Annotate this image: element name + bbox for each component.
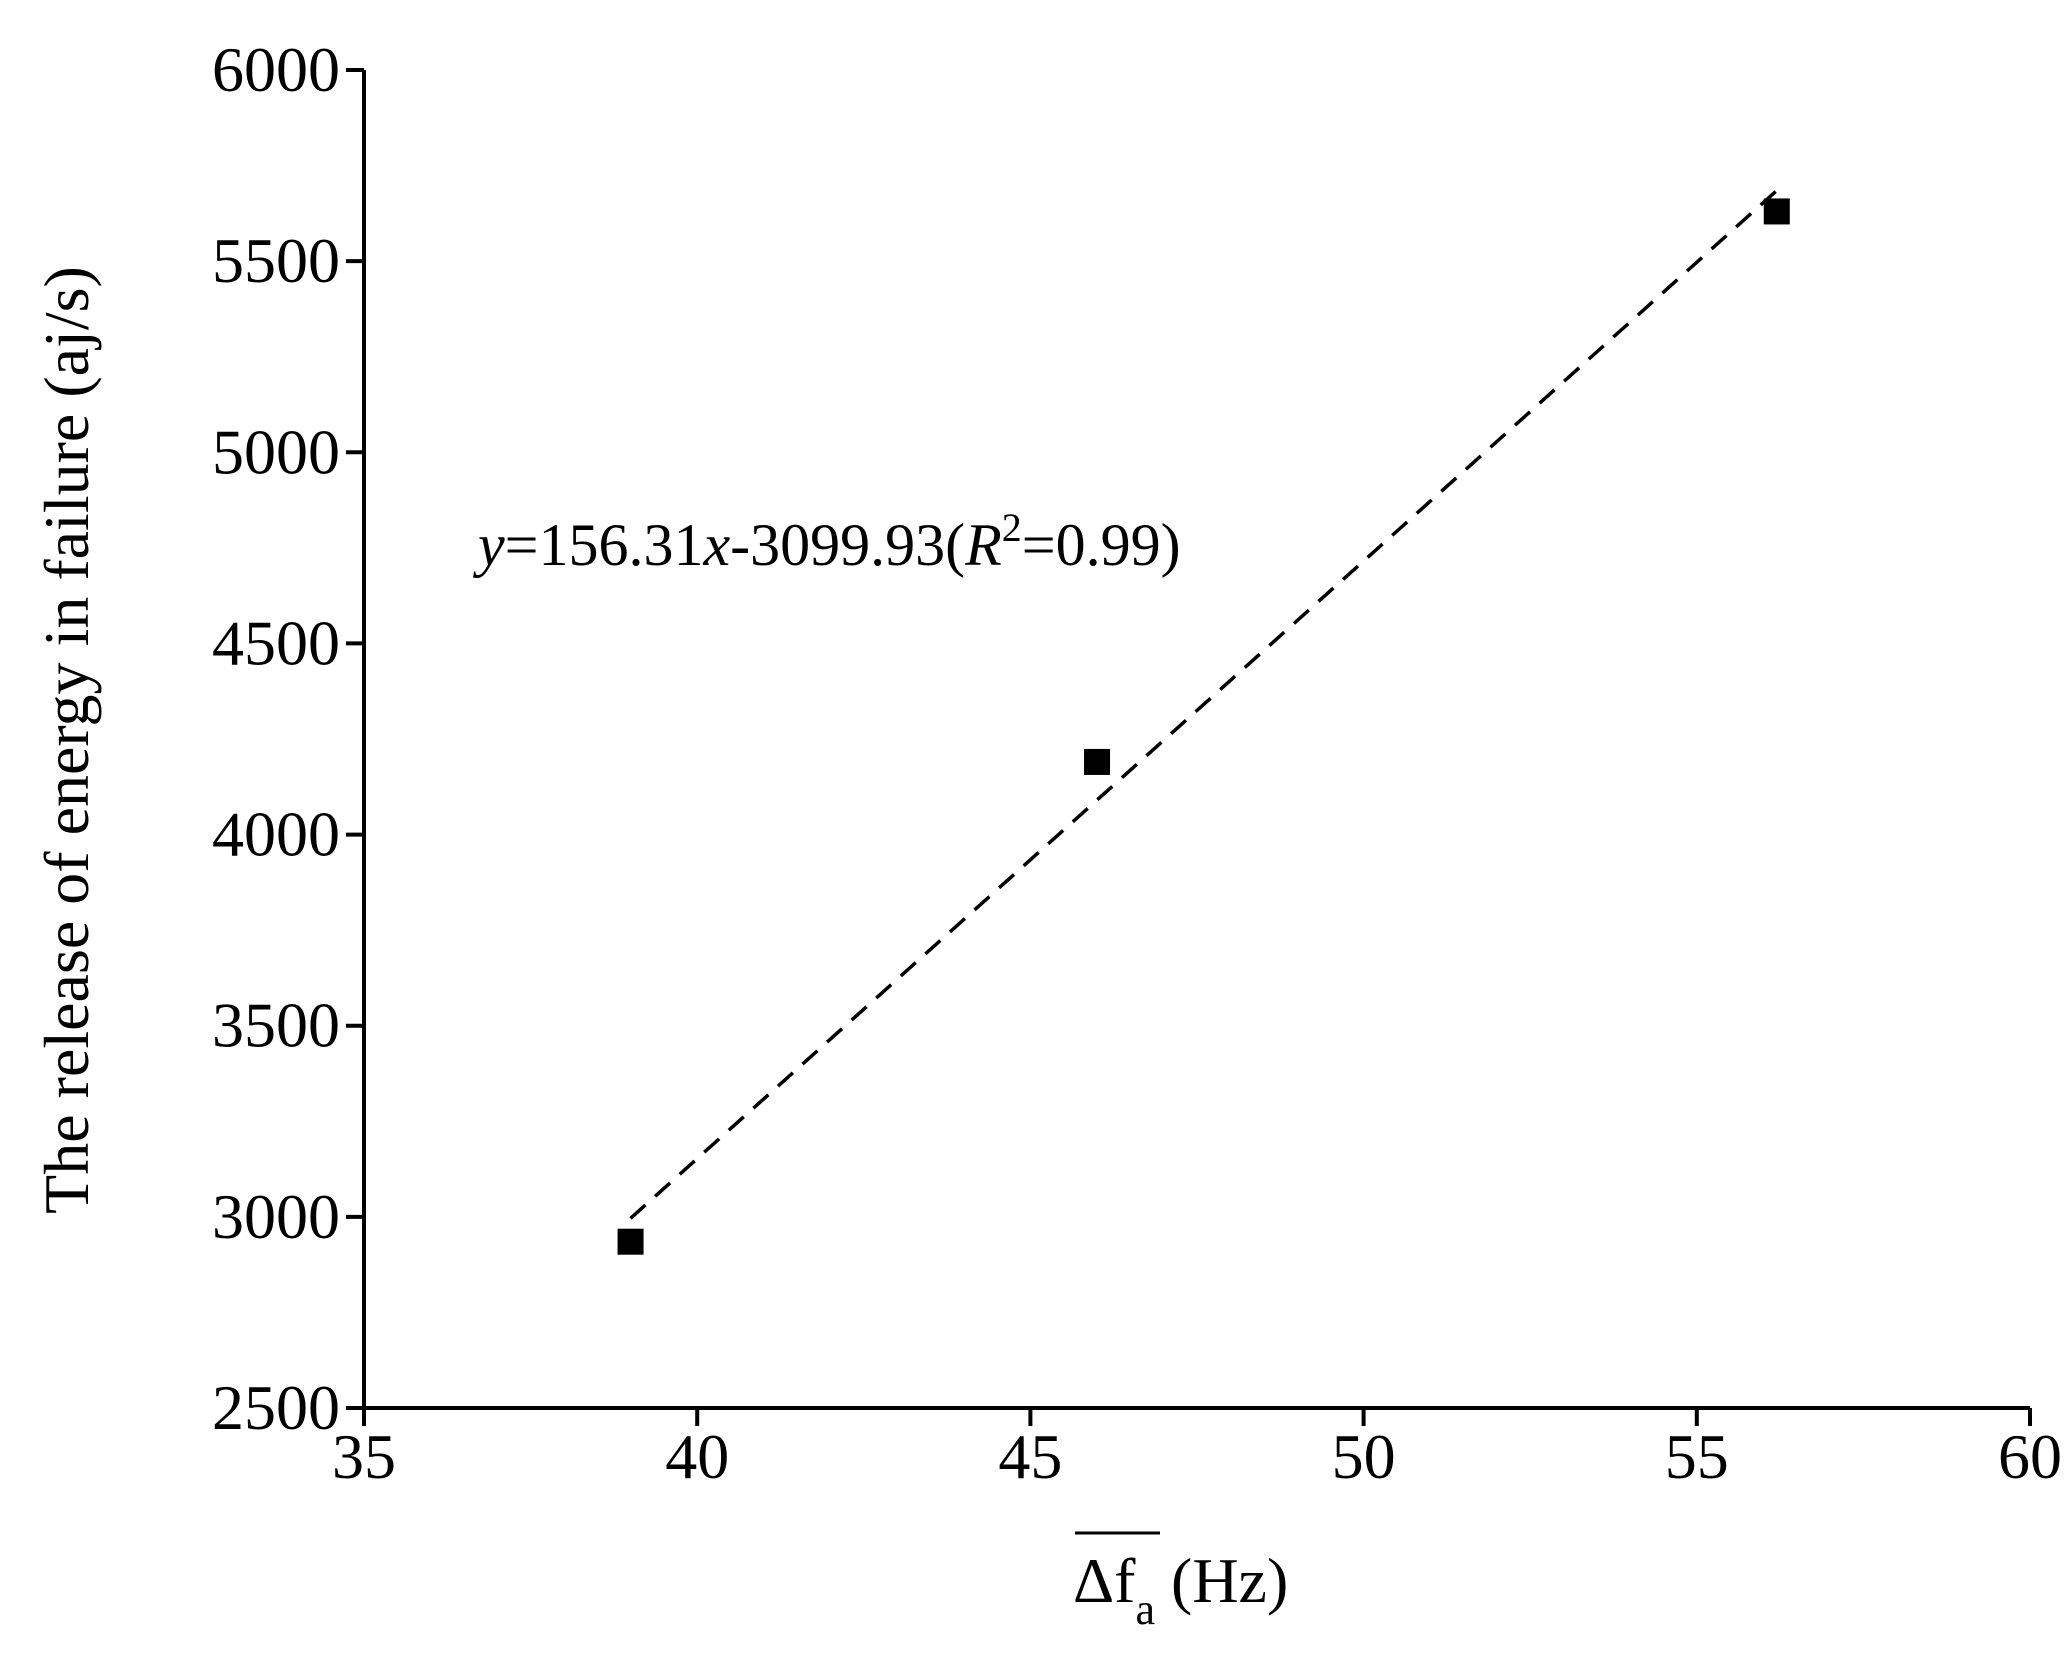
y-tick-label: 3000 bbox=[212, 1181, 340, 1252]
eq-x-var: x bbox=[702, 512, 730, 578]
trend-line bbox=[629, 189, 1778, 1220]
eq-part-2: -3099.93( bbox=[730, 512, 965, 578]
svg-text:Δfa (Hz): Δfa (Hz) bbox=[1073, 1545, 1288, 1634]
y-tick-label: 5500 bbox=[212, 225, 340, 296]
data-point bbox=[1084, 748, 1111, 775]
y-tick-label: 4500 bbox=[212, 607, 340, 678]
eq-part-3: =0.99) bbox=[1022, 512, 1181, 578]
x-axis-title-subscript: a bbox=[1135, 1585, 1155, 1634]
x-axis-ticks: 35 40 45 50 55 60 bbox=[332, 1408, 2062, 1492]
x-axis-title: Δfa (Hz) bbox=[1073, 1531, 1288, 1634]
x-tick-label: 50 bbox=[1332, 1421, 1396, 1492]
y-tick-label: 3500 bbox=[212, 990, 340, 1061]
x-axis-title-unit: (Hz) bbox=[1155, 1545, 1288, 1616]
x-tick-label: 60 bbox=[1998, 1421, 2062, 1492]
eq-part-1: =156.31 bbox=[505, 512, 704, 578]
eq-r-var: R bbox=[964, 512, 1002, 578]
eq-y-var: y bbox=[472, 512, 505, 578]
y-tick-label: 6000 bbox=[212, 34, 340, 105]
x-tick-label: 55 bbox=[1665, 1421, 1729, 1492]
y-tick-label: 4000 bbox=[212, 799, 340, 870]
eq-r-superscript: 2 bbox=[1002, 505, 1022, 550]
data-point bbox=[617, 1228, 644, 1255]
y-axis-ticks: 2500 3000 3500 4000 4500 5000 5500 6000 bbox=[212, 34, 364, 1443]
x-tick-label: 45 bbox=[998, 1421, 1062, 1492]
data-points bbox=[617, 198, 1790, 1255]
data-point bbox=[1763, 198, 1790, 225]
y-tick-label: 5000 bbox=[212, 416, 340, 487]
y-tick-label: 2500 bbox=[212, 1372, 340, 1443]
x-axis-title-symbol: Δf bbox=[1073, 1545, 1136, 1616]
x-tick-label: 40 bbox=[665, 1421, 729, 1492]
y-axis-title: The release of energy in failure (aj/s) bbox=[31, 266, 102, 1214]
regression-equation: y=156.31x-3099.93(R2=0.99) bbox=[472, 505, 1181, 578]
x-tick-label: 35 bbox=[332, 1421, 396, 1492]
